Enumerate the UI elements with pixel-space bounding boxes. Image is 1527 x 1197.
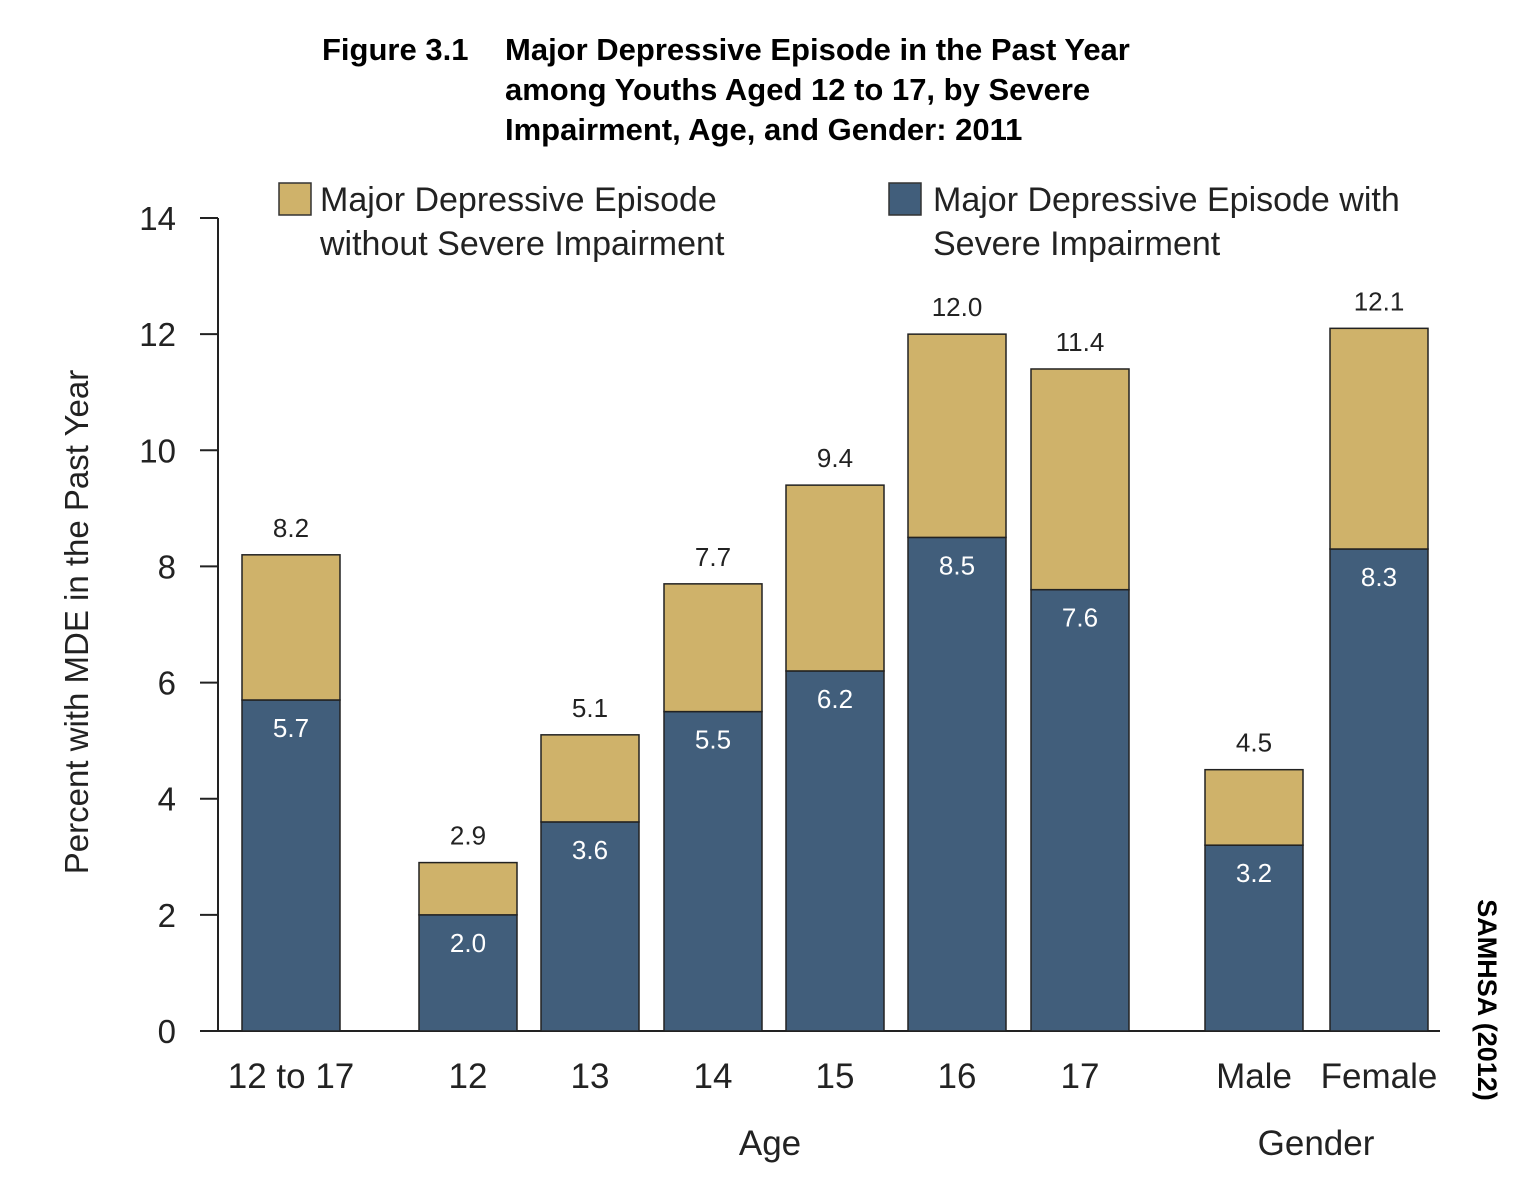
bar-with-severe — [663, 710, 763, 1032]
data-label-with-severe: 3.2 — [1236, 858, 1272, 888]
legend-swatch-with-severe — [888, 182, 922, 216]
bar-without-severe — [907, 333, 1007, 539]
x-tick-label: 17 — [1061, 1057, 1100, 1096]
bar-without-severe — [663, 583, 763, 713]
chart-title-line-2: among Youths Aged 12 to 17, by Severe — [505, 72, 1090, 107]
data-label-total: 12.0 — [932, 292, 983, 322]
bar-without-severe — [1204, 768, 1304, 846]
bar-without-severe — [241, 554, 341, 701]
x-tick-label: 13 — [571, 1057, 610, 1096]
data-label-with-severe: 8.3 — [1361, 562, 1397, 592]
data-label-total: 11.4 — [1056, 327, 1105, 357]
bar-without-severe — [418, 861, 518, 916]
y-tick-label: 12 — [139, 316, 176, 353]
data-label-total: 9.4 — [817, 443, 853, 473]
data-label-total: 7.7 — [695, 542, 731, 572]
axes: 0 2 4 6 8 10 12 14 — [139, 200, 1440, 1050]
group-label-gender: Gender — [1258, 1124, 1375, 1163]
y-axis-label: Percent with MDE in the Past Year — [58, 370, 95, 874]
data-label-with-severe: 3.6 — [572, 835, 608, 865]
data-label-with-severe: 2.0 — [450, 928, 486, 958]
data-label-total: 12.1 — [1354, 286, 1405, 316]
y-tick-label: 4 — [158, 781, 176, 818]
y-tick-label: 10 — [139, 432, 176, 469]
bar-with-severe — [785, 670, 885, 1032]
data-label-with-severe: 8.5 — [939, 550, 975, 580]
x-tick-label: 12 — [449, 1057, 488, 1096]
data-label-with-severe: 6.2 — [817, 684, 853, 714]
x-tick-label: 14 — [694, 1057, 733, 1096]
y-tick-label: 2 — [158, 897, 176, 934]
bars: 5.7 8.2 12 to 17 2.0 2.9 12 3.6 5.1 13 5.5 7.7 14 6.… — [228, 286, 1438, 1096]
x-tick-label: 16 — [938, 1057, 977, 1096]
data-label-with-severe: 5.7 — [273, 713, 309, 743]
data-label-total: 8.2 — [273, 513, 309, 543]
bar-with-severe — [241, 699, 341, 1032]
legend-swatch-without-severe — [278, 182, 312, 216]
y-tick-label: 6 — [158, 665, 176, 702]
bar-with-severe — [1204, 844, 1304, 1032]
legend-label-with-severe-line-2: Severe Impairment — [933, 225, 1221, 263]
chart-title-line-1: Major Depressive Episode in the Past Yea… — [505, 32, 1130, 67]
bar-with-severe — [907, 536, 1007, 1032]
bar-without-severe — [1329, 327, 1429, 550]
chart-title-line-3: Impairment, Age, and Gender: 2011 — [505, 112, 1022, 147]
legend-label-without-severe-line-2: without Severe Impairment — [319, 225, 725, 263]
y-tick-label: 0 — [158, 1013, 176, 1050]
data-label-with-severe: 7.6 — [1062, 603, 1098, 633]
group-label-age: Age — [739, 1124, 801, 1163]
bar-with-severe — [540, 821, 640, 1032]
figure-number: Figure 3.1 — [322, 32, 468, 67]
bar-with-severe — [1329, 548, 1429, 1032]
bar-without-severe — [540, 734, 640, 823]
data-label-with-severe: 5.5 — [695, 725, 731, 755]
bar-without-severe — [785, 484, 885, 672]
data-label-total: 2.9 — [450, 821, 486, 851]
y-tick-label: 8 — [158, 548, 176, 585]
legend-label-with-severe-line-1: Major Depressive Episode with — [933, 181, 1400, 219]
x-tick-label: 12 to 17 — [228, 1057, 355, 1096]
bar-with-severe — [1030, 588, 1130, 1032]
bar-with-severe — [418, 914, 518, 1032]
x-tick-label: Male — [1216, 1057, 1292, 1096]
data-label-total: 5.1 — [572, 693, 608, 723]
legend-label-without-severe-line-1: Major Depressive Episode — [320, 181, 717, 219]
x-tick-label: Female — [1321, 1057, 1438, 1096]
source-citation: SAMHSA (2012) — [1472, 899, 1502, 1101]
data-label-total: 4.5 — [1236, 728, 1272, 758]
y-tick-label: 14 — [139, 200, 176, 237]
bar-without-severe — [1030, 368, 1130, 591]
x-tick-label: 15 — [816, 1057, 855, 1096]
